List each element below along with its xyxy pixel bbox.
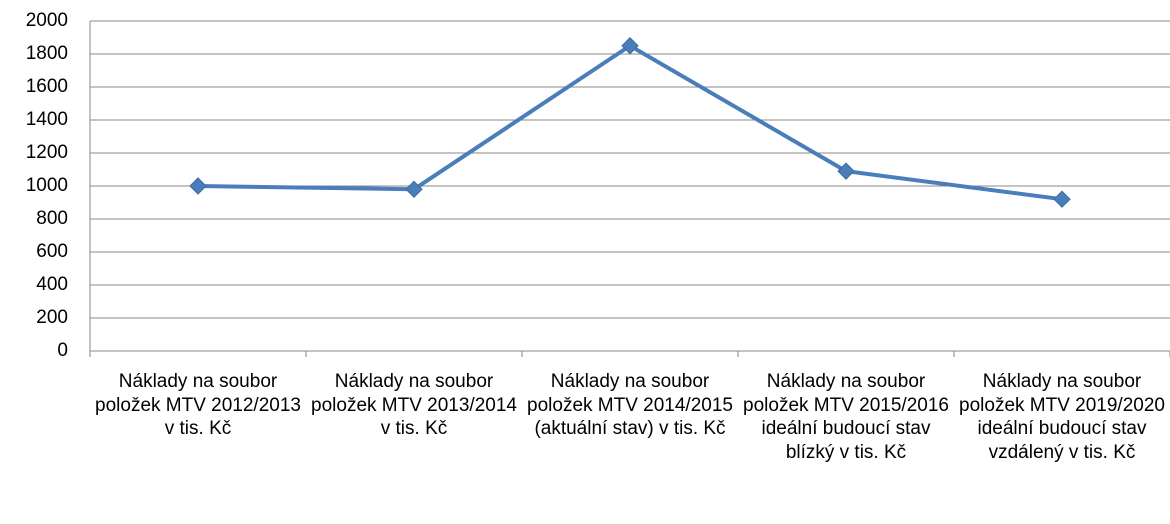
y-tick-label: 200 [36,307,68,328]
x-tick-label: Náklady na soubor položek MTV 2012/2013 … [95,371,301,439]
y-tick-label: 400 [36,274,68,295]
x-tick-label: Náklady na soubor položek MTV 2015/2016 … [743,371,949,463]
data-point [1053,190,1071,208]
y-tick-label: 2000 [26,10,68,31]
y-tick-label: 1400 [26,109,68,130]
y-tick-label: 0 [57,340,68,361]
data-point [837,162,855,180]
y-tick-label: 1200 [26,142,68,163]
data-point [405,180,423,199]
y-tick-label: 1000 [26,175,68,196]
data-point [621,37,639,55]
y-tick-label: 1800 [26,43,68,64]
x-tick-label: Náklady na soubor položek MTV 2014/2015 … [527,371,733,439]
x-tick-label: Náklady na soubor položek MTV 2019/2020 … [959,371,1165,463]
y-tick-label: 600 [36,241,68,262]
x-tick-label: Náklady na soubor položek MTV 2013/2014 … [311,371,517,439]
y-tick-label: 1600 [26,76,68,97]
data-point [189,177,207,195]
data-line [197,43,1063,202]
y-tick-label: 800 [36,208,68,229]
